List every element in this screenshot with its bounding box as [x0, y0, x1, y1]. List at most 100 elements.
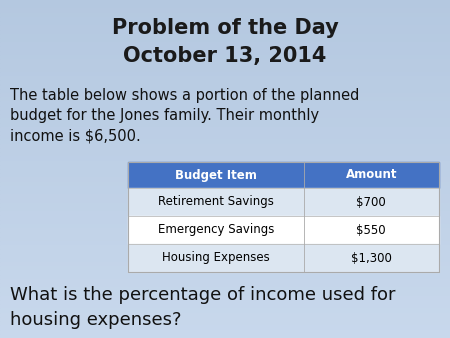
Bar [0, 169, 450, 173]
Bar [0, 330, 450, 334]
Bar [0, 334, 450, 338]
Bar [0, 127, 450, 131]
Bar [0, 190, 450, 194]
Bar [0, 262, 450, 266]
Bar [128, 162, 439, 272]
Bar [0, 38, 450, 42]
Bar [0, 203, 450, 207]
Bar [0, 237, 450, 241]
Bar [0, 30, 450, 34]
Bar [0, 186, 450, 190]
Bar [0, 118, 450, 123]
Bar [0, 123, 450, 127]
Bar [0, 165, 450, 169]
Bar [0, 131, 450, 135]
Text: Retirement Savings: Retirement Savings [158, 195, 274, 209]
Bar [0, 304, 450, 309]
Bar [0, 161, 450, 165]
Bar [0, 321, 450, 325]
Text: Budget Item: Budget Item [175, 169, 257, 182]
Bar [0, 72, 450, 76]
Bar [0, 47, 450, 51]
Bar [0, 283, 450, 287]
Bar [0, 216, 450, 220]
Bar [0, 300, 450, 304]
Bar [128, 162, 304, 188]
Bar [0, 198, 450, 203]
Text: Housing Expenses: Housing Expenses [162, 251, 270, 265]
Bar [0, 296, 450, 300]
Bar [0, 114, 450, 118]
Text: The table below shows a portion of the planned
budget for the Jones family. Thei: The table below shows a portion of the p… [10, 88, 360, 144]
Bar [0, 270, 450, 274]
Text: Emergency Savings: Emergency Savings [158, 223, 274, 237]
Text: October 13, 2014: October 13, 2014 [123, 46, 327, 66]
Bar [0, 173, 450, 177]
Text: Problem of the Day: Problem of the Day [112, 18, 338, 38]
Bar [304, 188, 439, 216]
Bar [0, 8, 450, 13]
Bar [0, 291, 450, 296]
Bar [0, 140, 450, 144]
Bar [0, 274, 450, 279]
Bar [0, 84, 450, 89]
Bar [0, 152, 450, 156]
Bar [0, 266, 450, 270]
Bar [0, 76, 450, 80]
Bar [0, 42, 450, 47]
Bar [0, 51, 450, 55]
Bar [0, 59, 450, 64]
Bar [0, 135, 450, 140]
Bar [0, 194, 450, 198]
Bar [304, 162, 439, 188]
Bar [0, 182, 450, 186]
Bar [0, 228, 450, 233]
Bar [0, 211, 450, 216]
Bar [0, 4, 450, 8]
Bar [0, 156, 450, 161]
Bar [0, 110, 450, 114]
Bar [0, 207, 450, 211]
Bar [0, 317, 450, 321]
Bar [0, 279, 450, 283]
Bar [0, 89, 450, 93]
Bar [0, 220, 450, 224]
Bar [0, 325, 450, 330]
Bar [0, 177, 450, 182]
Bar [304, 216, 439, 244]
Bar [128, 216, 304, 244]
Bar [0, 97, 450, 101]
Bar [0, 55, 450, 59]
Bar [0, 224, 450, 228]
Bar [0, 101, 450, 105]
Bar [304, 244, 439, 272]
Bar [0, 80, 450, 84]
Bar [0, 249, 450, 254]
Bar [128, 244, 304, 272]
Bar [0, 25, 450, 30]
Bar [0, 254, 450, 258]
Bar [0, 148, 450, 152]
Bar [0, 287, 450, 291]
Bar [0, 13, 450, 17]
Bar [0, 258, 450, 262]
Bar [0, 17, 450, 21]
Bar [0, 144, 450, 148]
Bar [128, 188, 304, 216]
Bar [0, 93, 450, 97]
Bar [0, 0, 450, 4]
Bar [0, 313, 450, 317]
Bar [0, 68, 450, 72]
Bar [0, 245, 450, 249]
Text: Amount: Amount [346, 169, 397, 182]
Bar [0, 105, 450, 110]
Bar [0, 34, 450, 38]
Text: What is the percentage of income used for
housing expenses?: What is the percentage of income used fo… [10, 286, 396, 329]
Text: $1,300: $1,300 [351, 251, 392, 265]
Text: $700: $700 [356, 195, 386, 209]
Bar [0, 241, 450, 245]
Bar [0, 21, 450, 25]
Bar [0, 64, 450, 68]
Bar [0, 309, 450, 313]
Bar [0, 233, 450, 237]
